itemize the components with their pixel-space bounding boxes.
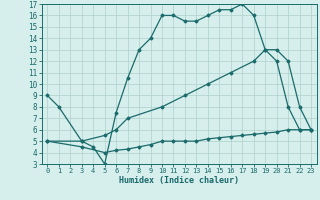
X-axis label: Humidex (Indice chaleur): Humidex (Indice chaleur) <box>119 176 239 185</box>
